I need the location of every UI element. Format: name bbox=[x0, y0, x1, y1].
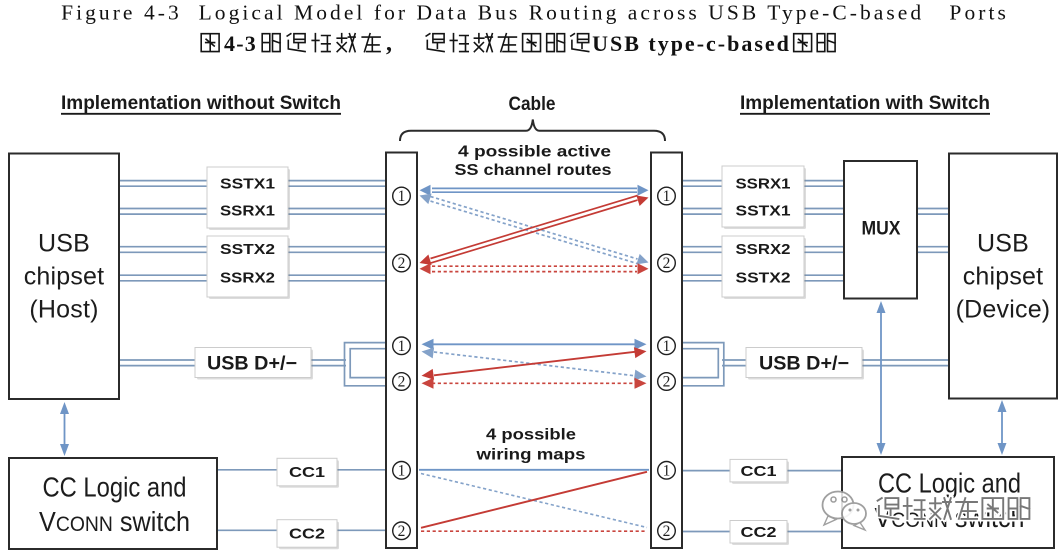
svg-text:USB: USB bbox=[977, 229, 1029, 257]
svg-text:SSTX1: SSTX1 bbox=[736, 204, 791, 220]
svg-text:SS channel routes: SS channel routes bbox=[455, 162, 612, 179]
svg-text:Implementation with Switch: Implementation with Switch bbox=[740, 92, 990, 114]
svg-text:2: 2 bbox=[398, 374, 406, 391]
svg-text:1: 1 bbox=[663, 463, 671, 480]
svg-text:CC2: CC2 bbox=[741, 524, 777, 541]
svg-text:SSTX1: SSTX1 bbox=[220, 176, 275, 192]
svg-text:(Device): (Device) bbox=[956, 295, 1051, 323]
svg-text:2: 2 bbox=[663, 255, 671, 272]
svg-text:MUX: MUX bbox=[862, 219, 901, 240]
svg-text:SSRX1: SSRX1 bbox=[736, 176, 791, 192]
svg-text:1: 1 bbox=[398, 463, 406, 480]
svg-text:4-3: 4-3 bbox=[224, 31, 257, 56]
svg-text:,: , bbox=[386, 31, 392, 57]
svg-text:2: 2 bbox=[663, 374, 671, 391]
svg-text:4 possible: 4 possible bbox=[486, 427, 576, 444]
svg-text:CC2: CC2 bbox=[289, 526, 325, 543]
svg-text:1: 1 bbox=[663, 188, 671, 205]
svg-text:(Host): (Host) bbox=[29, 295, 98, 323]
svg-text:1: 1 bbox=[398, 188, 406, 205]
svg-text:SSTX2: SSTX2 bbox=[220, 242, 275, 258]
svg-text:SSRX1: SSRX1 bbox=[220, 204, 275, 220]
svg-text:CC Logic and: CC Logic and bbox=[878, 468, 1021, 499]
svg-text:chipset: chipset bbox=[963, 262, 1044, 290]
svg-text:2: 2 bbox=[398, 523, 406, 540]
svg-text:4 possible active: 4 possible active bbox=[458, 144, 611, 161]
svg-text:USB: USB bbox=[38, 229, 90, 257]
svg-text:USB D+/−: USB D+/− bbox=[759, 353, 849, 374]
svg-text:chipset: chipset bbox=[24, 262, 105, 290]
svg-text:SSRX2: SSRX2 bbox=[220, 271, 275, 287]
svg-text:CC1: CC1 bbox=[741, 463, 777, 480]
svg-text:USB type-c-based: USB type-c-based bbox=[592, 31, 791, 56]
svg-text:2: 2 bbox=[663, 523, 671, 540]
svg-text:wiring maps: wiring maps bbox=[475, 447, 585, 464]
svg-text:SSTX2: SSTX2 bbox=[736, 271, 791, 287]
svg-text:Cable: Cable bbox=[509, 94, 556, 115]
svg-text:CC1: CC1 bbox=[289, 464, 325, 481]
svg-text:CC Logic and: CC Logic and bbox=[43, 472, 187, 503]
svg-text:SSRX2: SSRX2 bbox=[736, 242, 791, 258]
svg-text:2: 2 bbox=[398, 255, 406, 272]
svg-text:Figure 4-3 Logical Model for: Figure 4-3 Logical Model for Data Bus Ro… bbox=[61, 1, 1009, 25]
svg-text:VCONN switch: VCONN switch bbox=[39, 506, 190, 537]
svg-text:USB D+/−: USB D+/− bbox=[207, 353, 297, 374]
svg-text:1: 1 bbox=[663, 338, 671, 355]
svg-text:Implementation without Switch: Implementation without Switch bbox=[61, 92, 341, 114]
svg-text:1: 1 bbox=[398, 338, 406, 355]
